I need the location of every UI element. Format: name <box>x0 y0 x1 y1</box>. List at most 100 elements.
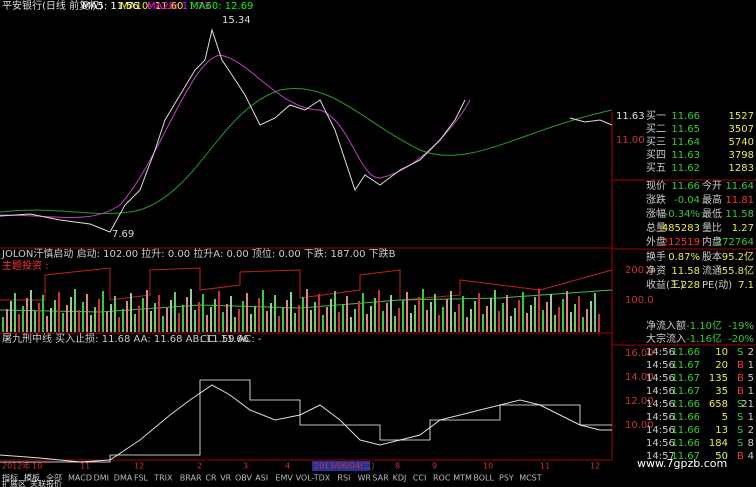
tab[interactable]: OBV <box>235 474 253 483</box>
tab[interactable]: 模板 <box>24 473 40 483</box>
tab[interactable]: MTM <box>453 474 472 483</box>
stat-value: 11.58 <box>725 209 754 220</box>
tab[interactable]: EMV <box>275 474 293 483</box>
bar <box>502 303 504 332</box>
bid-price: 11.63 <box>671 150 700 161</box>
tab[interactable]: FSL <box>134 474 149 483</box>
bar <box>402 300 404 332</box>
bar <box>58 292 60 332</box>
trade-count: 5 <box>748 373 754 384</box>
bottom-tab[interactable]: 关联报价 <box>30 479 62 487</box>
bar <box>414 305 416 332</box>
bar <box>406 292 408 332</box>
tab[interactable]: CR <box>205 474 217 483</box>
bar <box>546 302 548 332</box>
trade-price: 11.67 <box>671 360 700 371</box>
tab[interactable]: ROC <box>433 474 451 483</box>
tab[interactable]: 指标 <box>2 473 18 483</box>
bar <box>446 299 448 332</box>
bar <box>534 297 536 332</box>
tab[interactable]: WR <box>358 474 372 483</box>
bar <box>562 299 564 332</box>
tab[interactable]: VR <box>220 474 231 483</box>
low-label: 7.69 <box>112 229 134 240</box>
bar <box>306 289 308 332</box>
bar <box>170 300 172 332</box>
bar <box>102 291 104 332</box>
flow-label: 大宗流入 <box>646 332 686 345</box>
bar <box>434 294 436 332</box>
tab[interactable]: PSY <box>499 474 514 483</box>
bar <box>294 313 296 332</box>
tab[interactable]: SAR <box>372 474 389 483</box>
trade-time: 14:56 <box>646 425 675 436</box>
bar <box>98 299 100 332</box>
bottom-tab[interactable]: 扩展区 <box>2 479 26 487</box>
bar <box>146 290 148 332</box>
tab[interactable]: MACD <box>68 474 92 483</box>
date-label: 12 <box>134 462 144 471</box>
flow-value: -1.10亿 <box>686 319 722 332</box>
bar <box>454 312 456 332</box>
panel-borders <box>0 112 756 461</box>
bar <box>422 289 424 332</box>
date-label: 11 <box>80 462 90 471</box>
trade-time: 14:56 <box>646 360 675 371</box>
bar <box>350 317 352 332</box>
tab[interactable]: TRIX <box>153 474 173 483</box>
tab[interactable]: RSI <box>337 474 350 483</box>
tab[interactable]: DMA <box>114 474 133 483</box>
trade-side: B <box>737 360 744 371</box>
bar <box>582 317 584 332</box>
bar <box>558 307 560 332</box>
bar <box>18 314 20 332</box>
trade-price: 11.67 <box>671 373 700 384</box>
tab[interactable]: BRAR <box>180 474 202 483</box>
tab[interactable]: DMI <box>94 474 109 483</box>
indicator2-lines <box>0 379 612 463</box>
bar <box>38 303 40 332</box>
trade-count: 2 <box>748 347 754 358</box>
stat-label: 今开 <box>702 179 722 192</box>
bid-volume: 1527 <box>729 111 754 122</box>
bar <box>566 291 568 332</box>
bar <box>330 299 332 332</box>
bar <box>222 312 224 332</box>
bar <box>418 297 420 332</box>
tab[interactable]: KDJ <box>393 474 407 483</box>
tab[interactable]: BOLL <box>473 474 494 483</box>
bar <box>354 309 356 332</box>
bar <box>26 298 28 332</box>
bar <box>190 289 192 332</box>
bar <box>198 302 200 332</box>
date-label: 2012年 <box>2 461 30 471</box>
tab[interactable]: ASI <box>255 474 268 483</box>
bar <box>126 301 128 332</box>
bar <box>110 304 112 332</box>
trade-count: 1 <box>748 412 754 423</box>
trade-side: B <box>737 386 744 397</box>
bar <box>22 306 24 332</box>
tab[interactable]: VOL-TDX <box>296 474 331 483</box>
trade-side: S <box>737 438 743 449</box>
axis-tick: 16.00 <box>625 348 654 359</box>
trade-volume: 20 <box>715 360 728 371</box>
bar <box>290 292 292 332</box>
bar <box>6 309 8 332</box>
price-lines <box>0 28 613 233</box>
bar <box>14 293 16 332</box>
tab[interactable]: 全部 <box>46 473 62 483</box>
bar <box>182 305 184 332</box>
bar <box>66 305 68 332</box>
bar <box>286 300 288 332</box>
bar <box>214 299 216 332</box>
bar <box>242 301 244 332</box>
bar <box>130 293 132 332</box>
date-label: 4 <box>285 462 290 471</box>
bar <box>46 316 48 332</box>
tab[interactable]: CCI <box>413 474 427 483</box>
bar <box>150 311 152 332</box>
bar <box>578 296 580 332</box>
tab[interactable]: MCST <box>519 474 542 483</box>
bar <box>574 304 576 332</box>
